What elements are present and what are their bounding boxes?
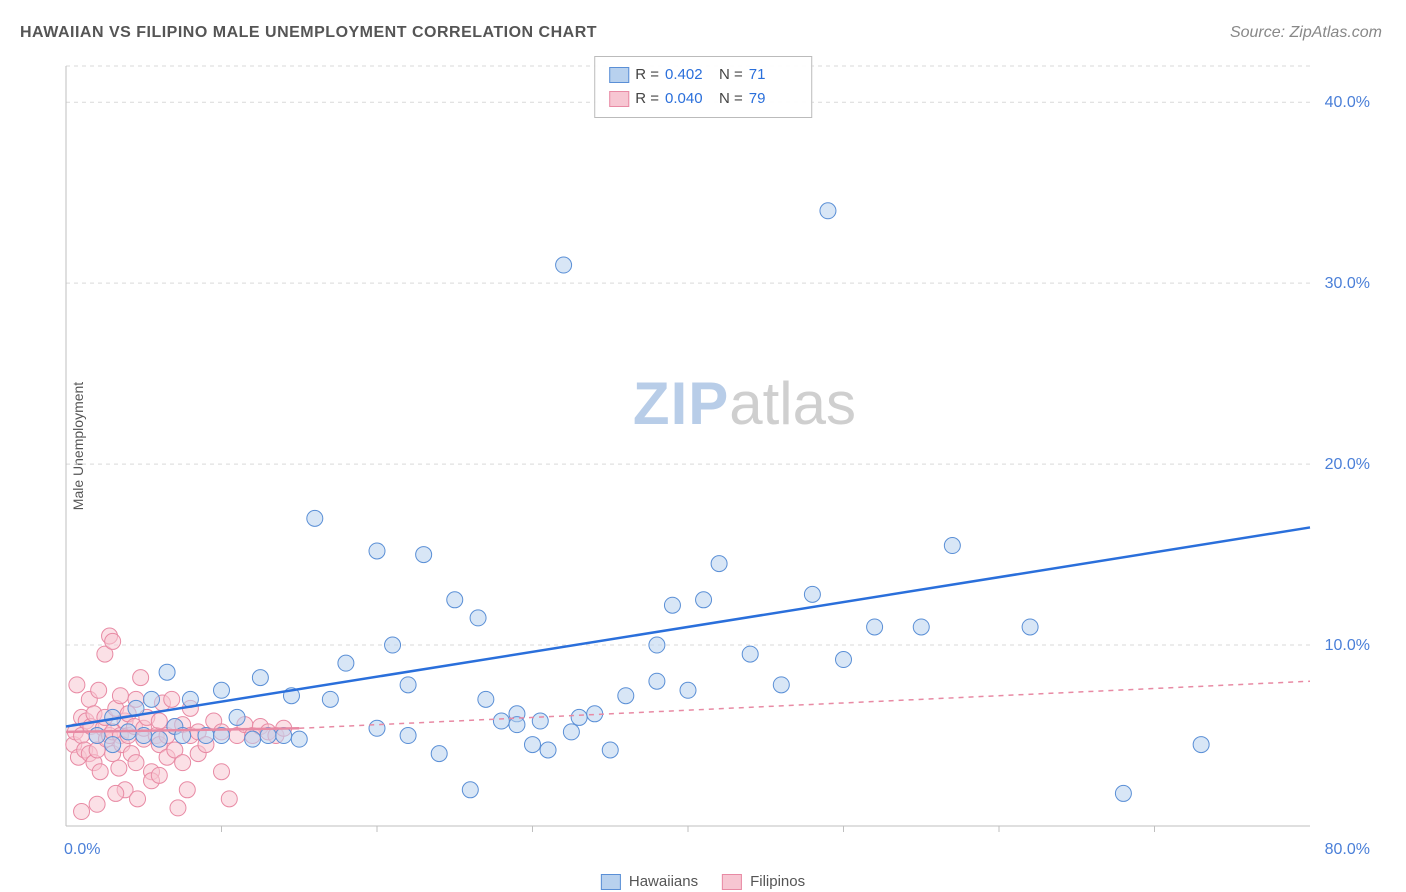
- svg-text:40.0%: 40.0%: [1325, 94, 1370, 111]
- series-legend: Hawaiians Filipinos: [601, 873, 805, 890]
- legend-row-filipinos: R = 0.040 N = 79: [609, 87, 797, 111]
- legend-label: Filipinos: [750, 873, 805, 890]
- correlation-legend: R = 0.402 N = 71 R = 0.040 N = 79: [594, 56, 812, 118]
- chart-title: HAWAIIAN VS FILIPINO MALE UNEMPLOYMENT C…: [20, 24, 597, 42]
- svg-text:10.0%: 10.0%: [1325, 637, 1370, 654]
- r-label: R =: [635, 87, 659, 111]
- n-label: N =: [719, 87, 743, 111]
- svg-text:0.0%: 0.0%: [64, 841, 100, 856]
- legend-item-filipinos: Filipinos: [722, 873, 805, 890]
- legend-row-hawaiians: R = 0.402 N = 71: [609, 63, 797, 87]
- svg-text:ZIPatlas: ZIPatlas: [633, 370, 856, 437]
- legend-item-hawaiians: Hawaiians: [601, 873, 698, 890]
- scatter-plot: 10.0% 20.0% 30.0% 40.0% 0.0% 80.0% ZIPatlas: [56, 56, 1380, 856]
- swatch-filipinos: [609, 91, 629, 107]
- swatch-hawaiians: [609, 67, 629, 83]
- r-label: R =: [635, 63, 659, 87]
- n-label: N =: [719, 63, 743, 87]
- r-value: 0.402: [665, 63, 713, 87]
- swatch-filipinos: [722, 874, 742, 890]
- legend-label: Hawaiians: [629, 873, 698, 890]
- n-value: 71: [749, 63, 797, 87]
- chart-area: 10.0% 20.0% 30.0% 40.0% 0.0% 80.0% ZIPatlas: [56, 56, 1380, 856]
- svg-text:80.0%: 80.0%: [1325, 841, 1370, 856]
- svg-text:30.0%: 30.0%: [1325, 275, 1370, 292]
- n-value: 79: [749, 87, 797, 111]
- swatch-hawaiians: [601, 874, 621, 890]
- r-value: 0.040: [665, 87, 713, 111]
- svg-text:20.0%: 20.0%: [1325, 456, 1370, 473]
- source-label: Source: ZipAtlas.com: [1230, 24, 1382, 42]
